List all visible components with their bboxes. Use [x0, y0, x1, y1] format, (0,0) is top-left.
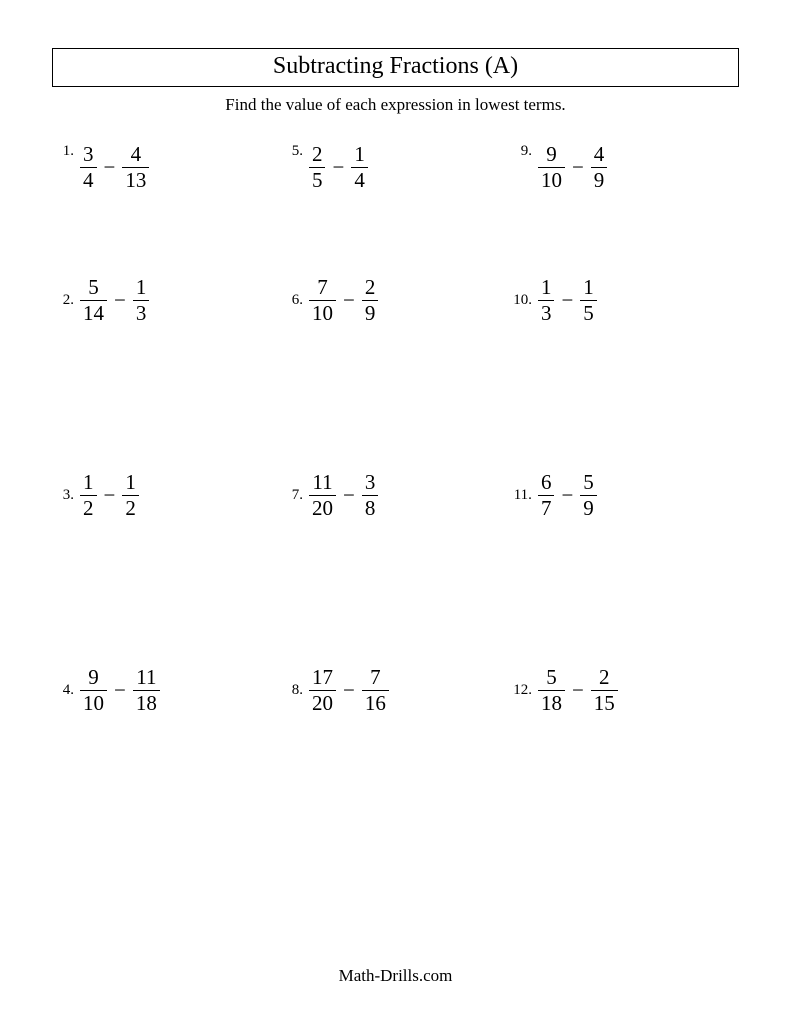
problem-number: 4. [52, 682, 74, 699]
expression: 518 − 215 [538, 666, 618, 715]
problems-grid: 1. 34 − 413 2. 514 − 13 3. 12 − 12 4. [52, 143, 739, 788]
minus-sign: − [561, 483, 573, 508]
minus-sign: − [561, 288, 573, 313]
minus-sign: − [343, 288, 355, 313]
column-3: 9. 910 − 49 10. 13 − 15 11. 67 − 59 12 [510, 143, 739, 788]
minus-sign: − [343, 483, 355, 508]
expression: 1120 − 38 [309, 471, 378, 520]
fraction-a: 12 [80, 471, 97, 520]
fraction-a: 514 [80, 276, 107, 325]
problem-5: 5. 25 − 14 [281, 143, 510, 203]
problem-12: 12. 518 − 215 [510, 593, 739, 788]
footer-text: Math-Drills.com [0, 966, 791, 986]
expression: 13 − 15 [538, 276, 597, 325]
problem-number: 2. [52, 292, 74, 309]
expression: 910 − 49 [538, 143, 607, 192]
fraction-b: 1118 [133, 666, 160, 715]
expression: 12 − 12 [80, 471, 139, 520]
column-1: 1. 34 − 413 2. 514 − 13 3. 12 − 12 4. [52, 143, 281, 788]
fraction-a: 34 [80, 143, 97, 192]
problem-number: 5. [281, 143, 303, 160]
minus-sign: − [104, 155, 116, 180]
fraction-b: 14 [351, 143, 368, 192]
expression: 710 − 29 [309, 276, 378, 325]
minus-sign: − [104, 483, 116, 508]
minus-sign: − [114, 678, 126, 703]
fraction-b: 215 [591, 666, 618, 715]
fraction-b: 59 [580, 471, 597, 520]
problem-1: 1. 34 − 413 [52, 143, 281, 203]
problem-number: 9. [510, 143, 532, 160]
minus-sign: − [343, 678, 355, 703]
fraction-b: 413 [122, 143, 149, 192]
problem-8: 8. 1720 − 716 [281, 593, 510, 788]
problem-number: 1. [52, 143, 74, 160]
problem-number: 7. [281, 487, 303, 504]
instruction-text: Find the value of each expression in low… [52, 95, 739, 115]
minus-sign: − [572, 678, 584, 703]
expression: 25 − 14 [309, 143, 368, 192]
problem-4: 4. 910 − 1118 [52, 593, 281, 788]
column-2: 5. 25 − 14 6. 710 − 29 7. 1120 − 38 8. [281, 143, 510, 788]
problem-10: 10. 13 − 15 [510, 203, 739, 398]
fraction-a: 910 [538, 143, 565, 192]
minus-sign: − [114, 288, 126, 313]
problem-number: 10. [510, 292, 532, 309]
fraction-b: 15 [580, 276, 597, 325]
expression: 1720 − 716 [309, 666, 389, 715]
fraction-b: 716 [362, 666, 389, 715]
fraction-a: 25 [309, 143, 326, 192]
expression: 910 − 1118 [80, 666, 160, 715]
expression: 34 − 413 [80, 143, 149, 192]
problem-number: 11. [510, 487, 532, 504]
problem-number: 3. [52, 487, 74, 504]
fraction-b: 29 [362, 276, 379, 325]
expression: 514 − 13 [80, 276, 149, 325]
fraction-a: 910 [80, 666, 107, 715]
fraction-a: 518 [538, 666, 565, 715]
fraction-b: 13 [133, 276, 150, 325]
fraction-a: 1720 [309, 666, 336, 715]
problem-9: 9. 910 − 49 [510, 143, 739, 203]
problem-number: 12. [510, 682, 532, 699]
minus-sign: − [332, 155, 344, 180]
fraction-a: 710 [309, 276, 336, 325]
title-box: Subtracting Fractions (A) [52, 48, 739, 87]
minus-sign: − [572, 155, 584, 180]
expression: 67 − 59 [538, 471, 597, 520]
problem-2: 2. 514 − 13 [52, 203, 281, 398]
problem-number: 8. [281, 682, 303, 699]
problem-11: 11. 67 − 59 [510, 398, 739, 593]
problem-number: 6. [281, 292, 303, 309]
fraction-a: 67 [538, 471, 555, 520]
fraction-b: 12 [122, 471, 139, 520]
worksheet-title: Subtracting Fractions (A) [53, 53, 738, 80]
problem-6: 6. 710 − 29 [281, 203, 510, 398]
problem-3: 3. 12 − 12 [52, 398, 281, 593]
problem-7: 7. 1120 − 38 [281, 398, 510, 593]
fraction-a: 1120 [309, 471, 336, 520]
fraction-b: 49 [591, 143, 608, 192]
fraction-a: 13 [538, 276, 555, 325]
fraction-b: 38 [362, 471, 379, 520]
